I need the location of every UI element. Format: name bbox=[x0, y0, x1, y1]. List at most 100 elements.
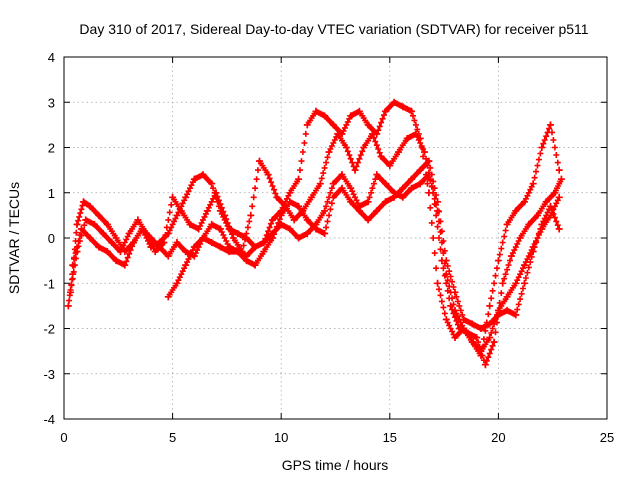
data-point bbox=[67, 288, 75, 296]
data-point bbox=[425, 157, 433, 165]
data-point bbox=[286, 225, 294, 233]
data-point bbox=[451, 306, 459, 314]
series-track-2 bbox=[67, 130, 565, 369]
data-point bbox=[321, 207, 329, 215]
data-point bbox=[273, 193, 281, 201]
data-point bbox=[520, 279, 528, 287]
data-point bbox=[442, 257, 450, 265]
x-tick-label: 20 bbox=[491, 430, 505, 445]
data-point bbox=[295, 202, 303, 210]
data-point bbox=[503, 306, 511, 314]
data-point bbox=[95, 243, 103, 251]
y-tick-label: 3 bbox=[48, 95, 55, 110]
y-axis-label: SDTVAR / TECUs bbox=[6, 182, 22, 294]
data-point bbox=[208, 220, 216, 228]
data-point bbox=[138, 225, 146, 233]
data-point bbox=[64, 302, 72, 310]
data-point bbox=[368, 130, 376, 138]
data-point bbox=[173, 279, 181, 287]
data-point bbox=[525, 220, 533, 228]
data-point bbox=[434, 198, 442, 206]
data-point bbox=[242, 257, 250, 265]
data-point bbox=[507, 252, 515, 260]
data-point bbox=[529, 248, 537, 256]
data-point bbox=[486, 302, 494, 310]
data-point bbox=[69, 261, 77, 269]
x-axis-label: GPS time / hours bbox=[282, 457, 389, 473]
data-point bbox=[390, 193, 398, 201]
data-point bbox=[351, 166, 359, 174]
data-point bbox=[147, 234, 155, 242]
data-point bbox=[421, 148, 429, 156]
data-point bbox=[116, 248, 124, 256]
data-point bbox=[169, 193, 177, 201]
data-point bbox=[134, 216, 142, 224]
data-point bbox=[512, 279, 520, 287]
data-point bbox=[321, 229, 329, 237]
data-point bbox=[557, 175, 565, 183]
data-point bbox=[229, 234, 237, 242]
data-point bbox=[186, 220, 194, 228]
data-point bbox=[173, 239, 181, 247]
data-point bbox=[364, 216, 372, 224]
data-point bbox=[82, 216, 90, 224]
data-point bbox=[408, 175, 416, 183]
data-point bbox=[399, 184, 407, 192]
data-point bbox=[208, 180, 216, 188]
data-point bbox=[312, 225, 320, 233]
data-point bbox=[269, 234, 277, 242]
data-point bbox=[216, 225, 224, 233]
data-point bbox=[416, 180, 424, 188]
data-point bbox=[160, 239, 168, 247]
data-point bbox=[303, 216, 311, 224]
data-point bbox=[520, 261, 528, 269]
data-point bbox=[264, 171, 272, 179]
x-tick-label: 15 bbox=[383, 430, 397, 445]
data-point bbox=[286, 198, 294, 206]
data-point bbox=[377, 153, 385, 161]
data-point bbox=[303, 229, 311, 237]
data-point bbox=[334, 130, 342, 138]
data-point bbox=[325, 148, 333, 156]
data-point bbox=[112, 234, 120, 242]
data-point bbox=[216, 243, 224, 251]
y-tick-label: -4 bbox=[43, 412, 55, 427]
x-tick-label: 5 bbox=[169, 430, 176, 445]
data-point bbox=[190, 175, 198, 183]
data-point bbox=[225, 248, 233, 256]
data-point bbox=[547, 121, 555, 129]
data-point bbox=[494, 311, 502, 319]
data-point bbox=[408, 107, 416, 115]
data-point bbox=[86, 202, 94, 210]
data-point bbox=[364, 198, 372, 206]
data-point bbox=[295, 175, 303, 183]
data-point bbox=[542, 198, 550, 206]
data-point bbox=[390, 98, 398, 106]
data-point bbox=[190, 243, 198, 251]
data-point bbox=[199, 171, 207, 179]
data-point bbox=[399, 103, 407, 111]
x-tick-label: 10 bbox=[274, 430, 288, 445]
data-point bbox=[408, 184, 416, 192]
data-point bbox=[386, 162, 394, 170]
y-tick-label: 0 bbox=[48, 231, 55, 246]
data-point bbox=[355, 207, 363, 215]
data-point bbox=[338, 184, 346, 192]
data-point bbox=[451, 334, 459, 342]
data-point bbox=[103, 220, 111, 228]
data-point bbox=[73, 220, 81, 228]
data-point bbox=[156, 243, 164, 251]
data-point bbox=[164, 252, 172, 260]
data-point bbox=[199, 234, 207, 242]
data-point bbox=[555, 166, 563, 174]
data-point bbox=[86, 234, 94, 242]
data-point bbox=[221, 211, 229, 219]
data-point bbox=[269, 216, 277, 224]
series-markers bbox=[67, 130, 565, 368]
data-point bbox=[503, 220, 511, 228]
data-point bbox=[551, 189, 559, 197]
data-point bbox=[182, 193, 190, 201]
data-point bbox=[112, 257, 120, 265]
data-point bbox=[251, 243, 259, 251]
data-point bbox=[555, 225, 563, 233]
